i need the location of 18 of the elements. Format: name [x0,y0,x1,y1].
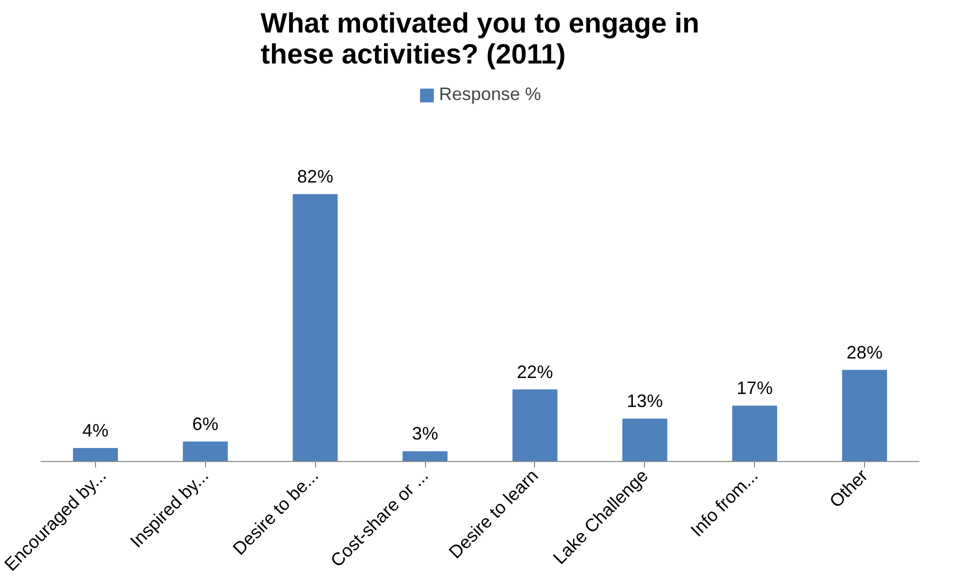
bar [72,448,118,462]
data-label: 13% [626,391,663,412]
data-label: 4% [82,420,108,440]
bar [732,406,778,462]
data-label: 28% [846,342,883,362]
data-label: 3% [412,424,438,444]
bar [402,451,448,462]
bar [622,418,668,462]
data-label: 82% [297,166,334,187]
data-label: 22% [516,362,553,382]
bar [842,370,888,462]
data-label: 17% [736,378,773,398]
legend-label: Response % [438,84,542,105]
chart-title: What motivated you to engage in these activities? (2011) [260,8,700,70]
bar [182,441,228,462]
bar [292,194,338,462]
data-label: 6% [192,414,218,434]
bar [512,389,558,462]
